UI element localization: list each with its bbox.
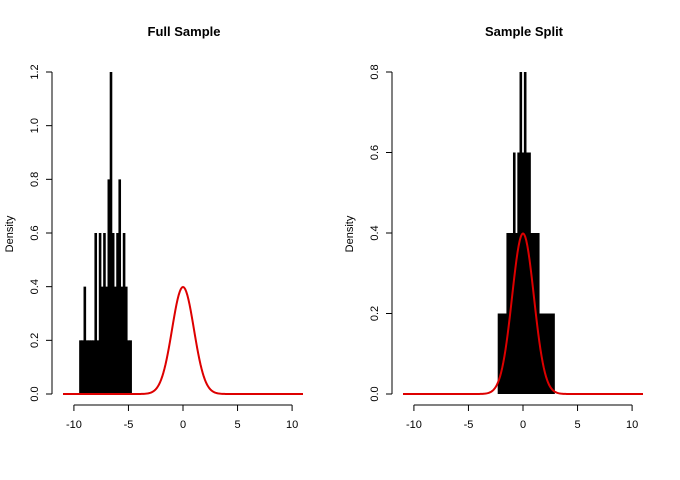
density-curve-group <box>63 285 303 395</box>
panel-full-sample: Full Sample Density -10 -5 0 5 10 0.00.20.40… <box>4 24 303 431</box>
y-tick-label: 0.4 <box>29 279 41 294</box>
chart-title: Sample Split <box>485 24 564 39</box>
x-tick-label: -10 <box>406 419 422 431</box>
x-tick-label: 5 <box>574 419 580 431</box>
density-curve <box>403 232 643 395</box>
density-curve <box>63 285 303 395</box>
histogram-bars <box>497 72 555 394</box>
x-tick-label: -5 <box>124 419 134 431</box>
x-tick-label: 5 <box>234 419 240 431</box>
x-axis: -10 -5 0 5 10 <box>66 404 298 431</box>
y-tick-label: 0.2 <box>29 333 41 348</box>
x-tick-label: -5 <box>464 419 474 431</box>
y-tick-label: 0.0 <box>369 386 381 401</box>
x-tick-label: 10 <box>286 419 298 431</box>
y-tick-label: 0.6 <box>29 225 41 240</box>
y-tick-label: 1.2 <box>29 64 41 79</box>
y-tick-label: 0.0 <box>29 386 41 401</box>
panel-sample-split: Sample Split Density -10 -5 0 5 10 0.0 0.2 0.4… <box>344 24 643 431</box>
histogram-bars <box>79 72 132 394</box>
x-tick-label: 0 <box>520 419 526 431</box>
chart-title: Full Sample <box>148 24 221 39</box>
x-tick-label: 0 <box>180 419 186 431</box>
x-axis: -10 -5 0 5 10 <box>406 404 638 431</box>
y-tick-label: 1.0 <box>29 118 41 133</box>
y-tick-label: 0.8 <box>369 64 381 79</box>
x-tick-label: -10 <box>66 419 82 431</box>
y-tick-label: 0.2 <box>369 306 381 321</box>
y-axis-label: Density <box>4 215 16 252</box>
y-tick-label: 0.8 <box>29 172 41 187</box>
density-curve-group <box>403 232 643 395</box>
x-tick-label: 10 <box>626 419 638 431</box>
y-axis: 0.0 0.2 0.4 0.6 0.8 1.0 1.2 <box>29 64 53 402</box>
y-tick-label: 0.6 <box>369 145 381 160</box>
y-axis-label: Density <box>344 215 356 252</box>
y-tick-label: 0.4 <box>369 225 381 240</box>
y-axis: 0.0 0.2 0.4 0.6 0.8 <box>369 64 393 402</box>
